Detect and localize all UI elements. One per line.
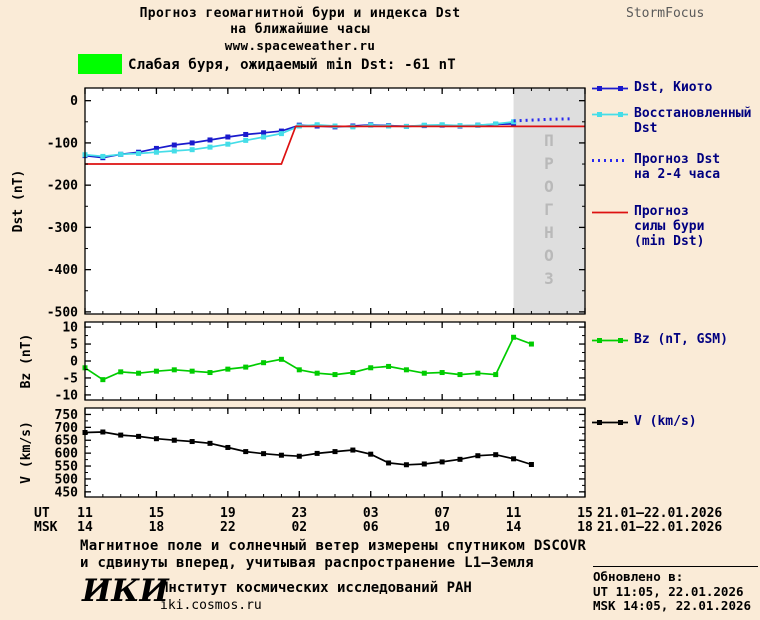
svg-text:П: П — [544, 131, 554, 150]
svg-text:650: 650 — [55, 434, 79, 449]
svg-text:14: 14 — [506, 520, 522, 535]
svg-text:-100: -100 — [47, 136, 78, 151]
svg-text:450: 450 — [55, 485, 79, 500]
iki-logo: ИКИ — [82, 573, 169, 609]
measurement-note-line2: и сдвинуты вперед, учитывая распростране… — [80, 555, 534, 571]
dst-restored-swatch-icon — [592, 112, 628, 117]
svg-text:Н: Н — [544, 223, 554, 242]
svg-text:10: 10 — [62, 321, 78, 336]
svg-text:MSK: MSK — [34, 520, 58, 535]
svg-text:600: 600 — [55, 447, 79, 462]
legend-item-dst-restored: Восстановленный Dst — [592, 106, 751, 136]
svg-text:18: 18 — [577, 520, 593, 535]
updated-msk: MSK 14:05, 22.01.2026 — [593, 598, 752, 613]
dst-forecast-swatch-icon — [592, 159, 628, 162]
updated-ut: UT 11:05, 22.01.2026 — [593, 583, 744, 599]
storm-alert-text: Слабая буря, ожидаемый min Dst: -61 nT — [128, 57, 456, 73]
svg-text:-200: -200 — [47, 179, 78, 194]
svg-text:700: 700 — [55, 421, 79, 436]
legend-item-storm-forecast: Прогноз силы бури (min Dst) — [592, 204, 704, 249]
brand-label: StormFocus — [626, 6, 705, 21]
legend-label-dst-kyoto: Dst, Киото — [634, 80, 713, 95]
svg-text:06: 06 — [363, 520, 379, 535]
svg-text:21.01—22.01.2026: 21.01—22.01.2026 — [597, 506, 722, 521]
page-header: Прогноз геомагнитной бури и индекса Dst … — [50, 6, 550, 54]
svg-text:0: 0 — [70, 94, 78, 109]
legend-item-dst-forecast: Прогноз Dst на 2-4 часа — [592, 152, 720, 182]
svg-text:-500: -500 — [47, 305, 78, 320]
legend-label-storm-forecast: Прогноз силы бури (min Dst) — [634, 204, 705, 249]
svg-text:750: 750 — [55, 408, 79, 423]
legend-item-v: V (km/s) — [592, 414, 697, 429]
svg-text:З: З — [544, 269, 554, 288]
svg-text:02: 02 — [291, 520, 307, 535]
legend-label-dst-forecast: Прогноз Dst на 2-4 часа — [634, 152, 721, 182]
svg-text:-300: -300 — [47, 221, 78, 236]
svg-text:550: 550 — [55, 460, 79, 475]
v-swatch-icon — [592, 420, 628, 425]
svg-text:-10: -10 — [55, 388, 79, 403]
svg-text:11: 11 — [506, 506, 522, 521]
svg-text:Dst (nT): Dst (nT) — [11, 170, 26, 233]
svg-text:22: 22 — [220, 520, 236, 535]
page-title: Прогноз геомагнитной бури и индекса Dst — [139, 6, 461, 21]
svg-text:UT: UT — [34, 506, 50, 521]
svg-text:5: 5 — [70, 338, 78, 353]
svg-text:03: 03 — [363, 506, 379, 521]
svg-text:15: 15 — [149, 506, 165, 521]
svg-text:10: 10 — [434, 520, 450, 535]
institute-name: Институт космических исследований РАН — [160, 580, 472, 596]
svg-text:V (km/s): V (km/s) — [19, 421, 34, 484]
svg-text:500: 500 — [55, 472, 79, 487]
svg-text:-5: -5 — [62, 371, 78, 386]
storm-level-swatch — [78, 54, 122, 74]
measurement-note-line1: Магнитное поле и солнечный ветер измерен… — [80, 538, 587, 554]
storm-forecast-swatch-icon — [592, 211, 628, 214]
svg-text:19: 19 — [220, 506, 236, 521]
legend-label-dst-restored: Восстановленный Dst — [634, 106, 752, 136]
institute-site-link: iki.cosmos.ru — [160, 598, 262, 613]
measurement-note: Магнитное поле и солнечный ветер измерен… — [80, 538, 586, 572]
legend-label-v: V (km/s) — [634, 414, 697, 429]
svg-text:0: 0 — [70, 355, 78, 370]
svg-text:-400: -400 — [47, 263, 78, 278]
svg-text:15: 15 — [577, 506, 593, 521]
legend-item-dst-kyoto: Dst, Киото — [592, 80, 712, 95]
svg-text:21.01—22.01.2026: 21.01—22.01.2026 — [597, 520, 722, 535]
svg-text:23: 23 — [291, 506, 307, 521]
bz-swatch-icon — [592, 338, 628, 343]
svg-text:07: 07 — [434, 506, 450, 521]
legend-label-bz: Bz (nT, GSM) — [634, 332, 728, 347]
legend-item-bz: Bz (nT, GSM) — [592, 332, 728, 347]
svg-text:Г: Г — [544, 200, 554, 219]
svg-text:О: О — [544, 177, 554, 196]
updated-heading: Обновлено в: — [593, 569, 684, 584]
svg-text:Р: Р — [544, 154, 554, 173]
updated-block: Обновлено в: UT 11:05, 22.01.2026 MSK 14… — [593, 566, 758, 614]
svg-text:О: О — [544, 246, 554, 265]
website-link: www.spaceweather.ru — [224, 38, 376, 53]
svg-text:18: 18 — [149, 520, 165, 535]
svg-text:14: 14 — [77, 520, 93, 535]
svg-text:11: 11 — [77, 506, 93, 521]
page-title-line2: на ближайшие часы — [230, 22, 370, 37]
dst-kyoto-swatch-icon — [592, 86, 628, 91]
svg-text:Bz (nT): Bz (nT) — [19, 334, 34, 389]
